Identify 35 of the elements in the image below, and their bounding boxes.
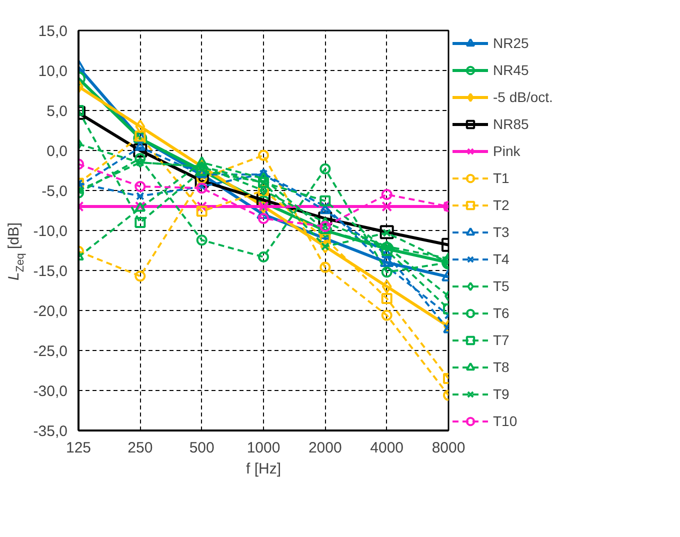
y-tick-label: -10,0: [33, 223, 68, 240]
x-tick-label: 250: [128, 440, 153, 456]
legend-label: -5 dB/oct.: [493, 88, 553, 106]
legend-label: T2: [493, 196, 510, 214]
y-tick-label: 15,0: [38, 23, 68, 40]
legend-label: NR85: [493, 115, 529, 133]
legend-label: NR45: [493, 61, 529, 79]
x-tick-label: 500: [189, 440, 214, 456]
legend-label: T10: [493, 412, 518, 430]
y-tick-label: -25,0: [33, 343, 68, 360]
legend-label: T6: [493, 304, 510, 322]
legend-label: T8: [493, 358, 510, 376]
y-tick-label: -5,0: [42, 183, 68, 200]
legend-label: T5: [493, 277, 510, 295]
legend-label: T1: [493, 169, 510, 187]
legend-label: NR25: [493, 34, 529, 52]
x-axis-title: f [Hz]: [246, 460, 282, 478]
x-tick-label: 1000: [246, 440, 280, 456]
x-tick-label: 125: [66, 440, 92, 456]
legend-label: T7: [493, 331, 510, 349]
x-tick-label: 2000: [308, 440, 342, 456]
y-tick-label: 0,0: [46, 143, 68, 160]
y-tick-label: -35,0: [33, 423, 68, 440]
legend-label: T3: [493, 223, 510, 241]
y-tick-label: 10,0: [38, 63, 68, 80]
y-tick-label: 5,0: [46, 103, 68, 120]
y-tick-label: -20,0: [33, 303, 68, 320]
legend-label: Pink: [493, 142, 520, 160]
x-tick-label: 4000: [370, 440, 404, 456]
y-tick-label: -30,0: [33, 383, 68, 400]
y-tick-label: -15,0: [33, 263, 68, 280]
x-tick-label: 8000: [432, 440, 466, 456]
y-axis-title: LZeq [dB]: [6, 222, 26, 280]
legend-label: T4: [493, 250, 510, 268]
legend-label: T9: [493, 385, 510, 403]
